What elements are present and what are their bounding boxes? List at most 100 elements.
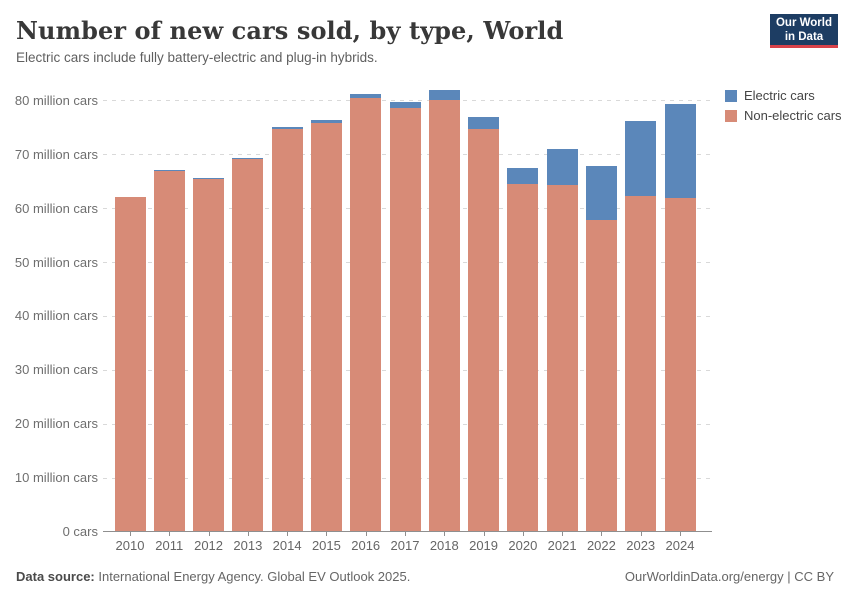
bar-segment-electric-2014[interactable] [271, 127, 303, 130]
gridline-80m [103, 100, 712, 102]
x-tick-2024 [680, 532, 681, 536]
legend-label: Non-electric cars [744, 108, 842, 123]
plot-area: 2010 2011 2012 2013 2014 2015 2016 2017 2018 2019… [103, 88, 712, 553]
bar-2024[interactable] [664, 104, 696, 531]
x-tick-2019 [483, 532, 485, 536]
bar-2010[interactable] [114, 196, 146, 531]
legend-item-electric-cars[interactable]: Electric cars [725, 88, 842, 103]
y-tick-label-30: 30 million cars [14, 362, 98, 378]
x-tick-label-2024: 2024 [665, 538, 695, 553]
bar-segment-electric-2017[interactable] [389, 101, 421, 109]
bar-segment-non-electric-2017[interactable] [389, 108, 421, 531]
x-tick-2014 [287, 532, 289, 536]
legend-item-non-electric-cars[interactable]: Non-electric cars [725, 108, 842, 123]
data-source-label: Data source: [16, 569, 95, 584]
y-tick-label-40: 40 million cars [14, 308, 98, 324]
bar-segment-electric-2020[interactable] [507, 168, 539, 184]
x-tick-label-2023: 2023 [626, 538, 656, 553]
x-tick-label-2021: 2021 [547, 538, 577, 553]
x-tick-label-2014: 2014 [272, 538, 302, 553]
bar-2013[interactable] [232, 158, 264, 531]
bar-segment-electric-2022[interactable] [585, 166, 617, 221]
x-tick-label-2017: 2017 [390, 538, 420, 553]
bar-segment-electric-2021[interactable] [546, 148, 578, 185]
bar-segment-non-electric-2022[interactable] [585, 220, 617, 531]
owid-logo[interactable]: Our World in Data [770, 14, 838, 48]
y-tick-label-0: 0 cars [62, 524, 98, 539]
bar-segment-non-electric-2012[interactable] [193, 178, 225, 531]
y-axis-labels: 0 cars 10 million cars 20 million cars 30 m… [0, 88, 98, 539]
y-tick-label-80: 80 million cars [14, 92, 98, 108]
y-tick-label-20: 20 million cars [14, 416, 98, 432]
bar-segment-non-electric-2019[interactable] [468, 128, 500, 531]
x-tick-2017 [405, 532, 406, 536]
x-tick-label-2022: 2022 [586, 538, 616, 553]
x-tick-label-2020: 2020 [508, 538, 538, 553]
bar-segment-electric-2012[interactable] [193, 177, 225, 179]
bar-segment-non-electric-2010[interactable] [114, 196, 146, 531]
x-tick-label-2012: 2012 [194, 538, 224, 553]
bar-segment-non-electric-2016[interactable] [350, 97, 382, 531]
credit-note: OurWorldinData.org/energy | CC BY [625, 569, 834, 584]
bar-segment-electric-2015[interactable] [310, 119, 342, 123]
x-tick-2013 [247, 532, 249, 536]
y-tick-label-50: 50 million cars [14, 254, 98, 270]
x-tick-2020 [522, 532, 524, 536]
x-tick-2011 [169, 532, 171, 536]
x-tick-2012 [208, 532, 210, 536]
bar-segment-electric-2019[interactable] [468, 116, 500, 129]
data-source-note: Data source: International Energy Agency… [16, 569, 410, 584]
bar-2023[interactable] [625, 120, 657, 531]
x-tick-2016 [365, 532, 367, 536]
y-tick-label-60: 60 million cars [14, 200, 98, 216]
bar-segment-electric-2023[interactable] [625, 120, 657, 196]
bar-2021[interactable] [546, 148, 578, 531]
bar-segment-non-electric-2018[interactable] [428, 100, 460, 531]
bar-segment-electric-2018[interactable] [428, 89, 460, 101]
bar-2020[interactable] [507, 168, 539, 531]
legend-swatch-icon [725, 89, 737, 102]
bar-segment-non-electric-2013[interactable] [232, 159, 264, 531]
x-tick-2018 [444, 532, 446, 536]
chart-title: Number of new cars sold, by type, World [16, 16, 564, 45]
bar-segment-non-electric-2015[interactable] [310, 122, 342, 531]
bar-2015[interactable] [310, 119, 342, 531]
x-tick-label-2011: 2011 [155, 538, 184, 553]
x-tick-label-2010: 2010 [115, 538, 145, 553]
bar-2019[interactable] [468, 116, 500, 531]
chart-subtitle: Electric cars include fully battery-elec… [16, 50, 378, 65]
bar-2012[interactable] [193, 177, 225, 531]
x-tick-2021 [562, 532, 564, 536]
bar-2014[interactable] [271, 127, 303, 531]
bar-segment-non-electric-2014[interactable] [271, 129, 303, 531]
credit-link[interactable]: OurWorldinData.org/energy [624, 569, 784, 584]
bar-segment-electric-2016[interactable] [350, 93, 382, 98]
x-tick-label-2015: 2015 [311, 538, 341, 553]
bar-2016[interactable] [350, 93, 382, 531]
bar-segment-non-electric-2021[interactable] [546, 184, 578, 531]
bar-2011[interactable] [153, 170, 185, 531]
x-tick-2015 [326, 532, 328, 536]
chart-footer: Data source: International Energy Agency… [16, 569, 834, 584]
bar-segment-non-electric-2023[interactable] [625, 195, 657, 531]
bar-segment-non-electric-2024[interactable] [664, 198, 696, 531]
bar-2018[interactable] [428, 89, 460, 531]
bar-segment-non-electric-2020[interactable] [507, 184, 539, 531]
bar-2022[interactable] [585, 166, 617, 531]
data-source-text: International Energy Agency. Global EV O… [94, 569, 411, 584]
bar-2017[interactable] [389, 101, 421, 531]
x-tick-label-2019: 2019 [469, 538, 499, 553]
x-tick-2022 [601, 532, 603, 536]
legend-label: Electric cars [744, 88, 815, 103]
legend-swatch-icon [725, 109, 737, 122]
x-tick-label-2016: 2016 [351, 538, 381, 553]
y-tick-label-70: 70 million cars [14, 146, 98, 162]
bar-segment-electric-2024[interactable] [664, 104, 696, 198]
x-tick-label-2013: 2013 [233, 538, 263, 553]
bar-segment-non-electric-2011[interactable] [153, 170, 185, 531]
bar-segment-electric-2013[interactable] [232, 158, 264, 160]
legend: Electric cars Non-electric cars [725, 88, 842, 128]
owid-logo-line1: Our World [775, 17, 832, 29]
y-tick-label-10: 10 million cars [14, 470, 98, 486]
